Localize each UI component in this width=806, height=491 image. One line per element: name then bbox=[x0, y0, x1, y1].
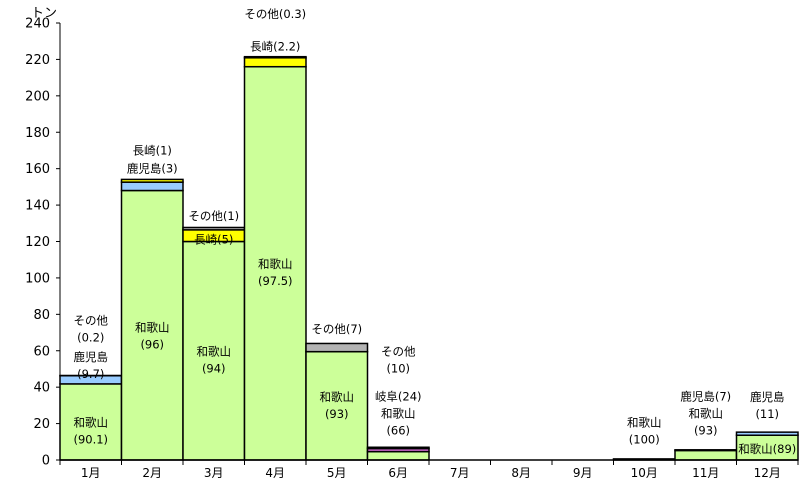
y-tick-label: 140 bbox=[25, 199, 50, 214]
bar-segment-wakayama bbox=[674, 449, 738, 461]
data-label: 鹿児島(3) bbox=[127, 162, 178, 176]
x-tick-label: 1月 bbox=[81, 466, 101, 480]
data-label: 和歌山(93) bbox=[689, 406, 724, 437]
data-label: 鹿児島(11) bbox=[750, 390, 785, 421]
bar-segment-kagoshima bbox=[735, 431, 799, 436]
y-unit-label: トン bbox=[31, 6, 57, 21]
data-label: 和歌山(66) bbox=[381, 406, 416, 437]
data-label: その他(0.3) bbox=[244, 7, 306, 21]
data-label: その他(7) bbox=[311, 322, 362, 336]
bar-segment-other bbox=[182, 226, 246, 231]
bar-segment-wakayama bbox=[366, 450, 430, 461]
bar-segment-other bbox=[366, 446, 430, 450]
bar-segment-nagasaki bbox=[243, 57, 307, 68]
data-label: その他(10) bbox=[381, 344, 416, 375]
x-tick-label: 6月 bbox=[388, 466, 408, 480]
y-tick-label: 100 bbox=[25, 271, 50, 286]
bar-segment-kagoshima bbox=[674, 449, 738, 452]
x-tick-label: 7月 bbox=[450, 466, 470, 480]
x-tick-label: 12月 bbox=[754, 466, 781, 480]
y-tick-label: 180 bbox=[25, 126, 50, 141]
data-label: その他(0.2) bbox=[74, 313, 109, 344]
data-label: 和歌山(89) bbox=[738, 442, 796, 456]
data-label: 鹿児島(9.7) bbox=[74, 350, 109, 381]
y-tick-label: 20 bbox=[33, 417, 50, 432]
y-tick-label: 80 bbox=[33, 308, 50, 323]
y-tick-label: 0 bbox=[42, 454, 50, 469]
bar-segment-other bbox=[305, 342, 369, 353]
y-tick-label: 160 bbox=[25, 162, 50, 177]
y-tick-label: 220 bbox=[25, 53, 50, 68]
data-label: 長崎(5) bbox=[194, 233, 233, 247]
bar-segment-wakayama bbox=[305, 350, 369, 461]
bar-segment-other bbox=[243, 55, 307, 59]
x-tick-label: 4月 bbox=[265, 466, 285, 480]
x-tick-label: 11月 bbox=[692, 466, 719, 480]
bar-segment-wakayama bbox=[182, 240, 246, 461]
data-label: 岐阜(24) bbox=[375, 389, 422, 403]
data-label: 和歌山(96) bbox=[135, 321, 170, 352]
y-tick-label: 200 bbox=[25, 89, 50, 104]
x-tick-label: 3月 bbox=[204, 466, 224, 480]
data-label: 和歌山(97.5) bbox=[258, 257, 293, 288]
data-label: 長崎(2.2) bbox=[250, 40, 300, 54]
data-label: 和歌山(93) bbox=[320, 390, 355, 421]
data-label: 和歌山(100) bbox=[627, 415, 662, 446]
data-label: 和歌山(90.1) bbox=[73, 415, 108, 446]
y-tick-label: 240 bbox=[25, 17, 50, 32]
x-tick-label: 9月 bbox=[573, 466, 593, 480]
x-tick-label: 5月 bbox=[327, 466, 347, 480]
x-tick-label: 10月 bbox=[631, 466, 658, 480]
bar-segment-wakayama bbox=[59, 383, 123, 461]
y-tick-label: 120 bbox=[25, 235, 50, 250]
y-tick-label: 60 bbox=[33, 344, 50, 359]
data-label: 長崎(1) bbox=[133, 143, 172, 157]
y-tick-label: 40 bbox=[33, 381, 50, 396]
bar-segment-wakayama bbox=[120, 189, 184, 461]
bar-segment-nagasaki bbox=[120, 178, 184, 183]
data-label: 鹿児島(7) bbox=[680, 389, 731, 403]
data-label: 和歌山(94) bbox=[197, 344, 232, 375]
x-tick-label: 2月 bbox=[142, 466, 162, 480]
data-label: その他(1) bbox=[188, 209, 239, 223]
x-tick-label: 8月 bbox=[511, 466, 531, 480]
bar-segment-kagoshima bbox=[120, 181, 184, 192]
